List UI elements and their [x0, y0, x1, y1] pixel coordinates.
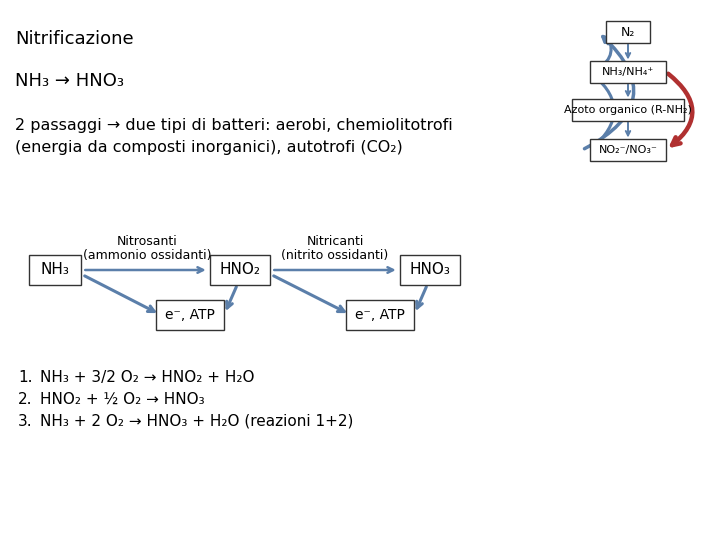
Bar: [590, 139, 666, 161]
Bar: [156, 300, 224, 330]
Text: NO₂⁻/NO₃⁻: NO₂⁻/NO₃⁻: [598, 145, 657, 155]
Bar: [29, 255, 81, 285]
FancyArrowPatch shape: [592, 76, 614, 148]
Text: Azoto organico (R-NH₂): Azoto organico (R-NH₂): [564, 105, 692, 115]
Text: Nitrosanti: Nitrosanti: [117, 235, 178, 248]
Bar: [210, 255, 270, 285]
FancyArrowPatch shape: [668, 74, 693, 145]
Text: e⁻, ATP: e⁻, ATP: [165, 308, 215, 322]
Text: HNO₂: HNO₂: [220, 262, 261, 278]
Text: 3.: 3.: [18, 414, 32, 429]
Text: (energia da composti inorganici), autotrofi (CO₂): (energia da composti inorganici), autotr…: [15, 140, 402, 155]
Text: 1.: 1.: [18, 370, 32, 385]
Text: e⁻, ATP: e⁻, ATP: [355, 308, 405, 322]
Text: 2 passaggi → due tipi di batteri: aerobi, chemiolitotrofi: 2 passaggi → due tipi di batteri: aerobi…: [15, 118, 453, 133]
Text: (nitrito ossidanti): (nitrito ossidanti): [282, 249, 389, 262]
Text: NH₃ + 2 O₂ → HNO₃ + H₂O (reazioni 1+2): NH₃ + 2 O₂ → HNO₃ + H₂O (reazioni 1+2): [40, 414, 354, 429]
Bar: [400, 255, 460, 285]
Bar: [346, 300, 414, 330]
Text: NH₃/NH₄⁺: NH₃/NH₄⁺: [602, 67, 654, 77]
Text: HNO₃: HNO₃: [410, 262, 451, 278]
FancyArrowPatch shape: [585, 37, 634, 149]
FancyArrowPatch shape: [593, 38, 613, 71]
Text: NH₃ + 3/2 O₂ → HNO₂ + H₂O: NH₃ + 3/2 O₂ → HNO₂ + H₂O: [40, 370, 254, 385]
Text: Nitricanti: Nitricanti: [306, 235, 364, 248]
Text: (ammonio ossidanti): (ammonio ossidanti): [84, 249, 212, 262]
Text: N₂: N₂: [621, 25, 635, 38]
Text: HNO₂ + ½ O₂ → HNO₃: HNO₂ + ½ O₂ → HNO₃: [40, 392, 204, 407]
Text: 2.: 2.: [18, 392, 32, 407]
Bar: [590, 61, 666, 83]
Text: NH₃: NH₃: [40, 262, 69, 278]
Text: NH₃ → HNO₃: NH₃ → HNO₃: [15, 72, 124, 90]
Bar: [606, 21, 650, 43]
Text: Nitrificazione: Nitrificazione: [15, 30, 134, 48]
Bar: [572, 99, 684, 121]
